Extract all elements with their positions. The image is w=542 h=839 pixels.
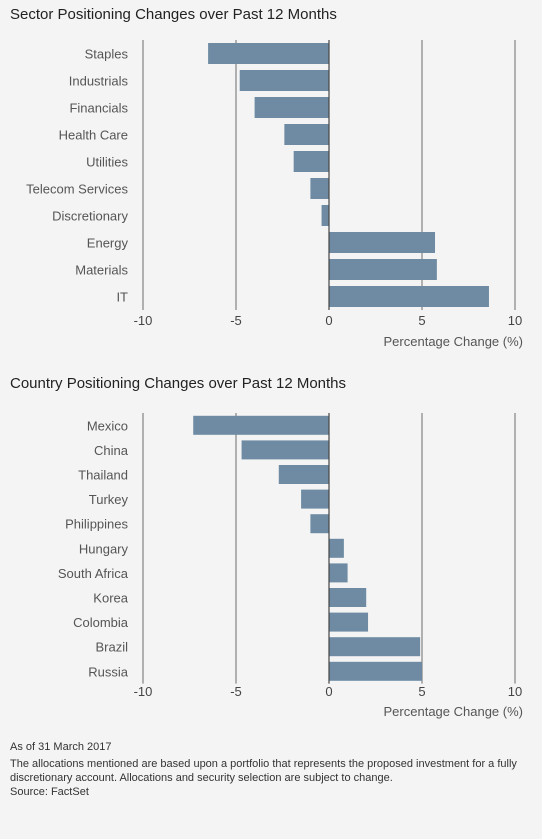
category-label: Telecom Services <box>26 182 128 197</box>
category-label: Materials <box>75 263 128 278</box>
bar-turkey <box>301 489 329 509</box>
bar-utilities <box>293 151 329 172</box>
category-label: Industrials <box>69 74 129 89</box>
category-label: Russia <box>88 664 129 679</box>
tick-label: -10 <box>134 313 153 328</box>
category-label: Hungary <box>79 541 129 556</box>
chart-1-title: Sector Positioning Changes over Past 12 … <box>10 6 337 23</box>
footer: As of 31 March 2017 The allocations ment… <box>10 740 530 799</box>
bar-discretionary <box>321 205 329 226</box>
category-label: China <box>94 443 129 458</box>
category-label: Korea <box>93 591 128 606</box>
tick-label: 0 <box>325 684 332 699</box>
category-label: Mexico <box>87 418 128 433</box>
x-axis-label: Percentage Change (%) <box>384 704 523 719</box>
bar-industrials <box>239 70 329 91</box>
bar-health-care <box>284 124 329 145</box>
bar-korea <box>329 588 367 607</box>
category-label: Utilities <box>86 155 128 170</box>
disclaimer-note: The allocations mentioned are based upon… <box>10 758 517 784</box>
tick-label: 5 <box>418 684 425 699</box>
category-label: IT <box>116 290 128 305</box>
bar-brazil <box>329 637 421 657</box>
bar-it <box>329 286 489 307</box>
category-label: Discretionary <box>52 209 128 224</box>
category-label: Financials <box>69 101 128 116</box>
bar-telecom-services <box>310 178 329 199</box>
country-chart: Mexico China Thailand Turkey Philippines Hung… <box>58 413 523 719</box>
tick-label: -5 <box>230 313 242 328</box>
bar-materials <box>329 259 437 280</box>
sector-chart: Staples Industrials Financials Health Care U… <box>26 40 523 349</box>
bar-financials <box>254 97 329 118</box>
tick-label: 10 <box>508 313 522 328</box>
bar-energy <box>329 232 436 253</box>
chart-2-title: Country Positioning Changes over Past 12… <box>10 375 347 392</box>
bar-hungary <box>329 538 344 558</box>
bar-china <box>241 440 329 460</box>
category-label: Turkey <box>89 492 129 507</box>
x-axis-label: Percentage Change (%) <box>384 334 523 349</box>
tick-label: -10 <box>134 684 153 699</box>
bar-philippines <box>310 514 329 534</box>
bar-mexico <box>193 415 329 435</box>
bar-colombia <box>329 612 369 632</box>
category-label: Colombia <box>73 615 129 630</box>
tick-label: 10 <box>508 684 522 699</box>
bar-south-africa <box>329 563 348 583</box>
source-line: Source: FactSet <box>10 786 89 798</box>
as-of-date: As of 31 March 2017 <box>10 741 112 753</box>
category-label: South Africa <box>58 566 129 581</box>
tick-label: -5 <box>230 684 242 699</box>
bar-thailand <box>278 465 329 484</box>
tick-label: 0 <box>325 313 332 328</box>
category-label: Philippines <box>65 517 128 532</box>
category-label: Staples <box>85 47 129 62</box>
category-label: Brazil <box>95 640 128 655</box>
tick-label: 5 <box>418 313 425 328</box>
category-label: Health Care <box>59 128 128 143</box>
category-label: Thailand <box>78 468 128 483</box>
category-label: Energy <box>87 236 129 251</box>
bar-russia <box>329 661 422 681</box>
bar-staples <box>208 43 329 64</box>
